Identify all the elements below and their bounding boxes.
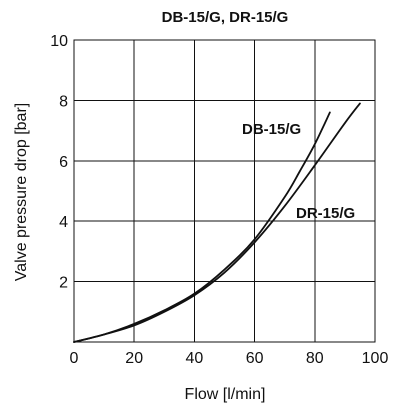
series-line-db-15-g bbox=[73, 111, 331, 343]
x-tick-label: 40 bbox=[186, 350, 204, 367]
x-tick-label: 0 bbox=[70, 350, 79, 367]
x-axis-label: Flow [l/min] bbox=[185, 386, 266, 403]
series-layer bbox=[73, 102, 361, 343]
y-axis-label: Valve pressure drop [bar] bbox=[13, 103, 30, 281]
y-tick-label: 2 bbox=[59, 275, 68, 292]
chart-title: DB-15/G, DR-15/G bbox=[162, 9, 289, 26]
x-tick-label: 60 bbox=[246, 350, 264, 367]
x-tick-label: 80 bbox=[306, 350, 324, 367]
grid bbox=[73, 39, 376, 342]
y-tick-label: 8 bbox=[59, 93, 68, 110]
series-label-dr-15-g: DR-15/G bbox=[296, 205, 355, 222]
plot-border bbox=[73, 39, 376, 343]
x-tick-label: 100 bbox=[362, 350, 389, 367]
tick-labels: 0 20 40 60 80 100 2 4 6 8 10 bbox=[50, 33, 388, 367]
y-tick-label: 10 bbox=[50, 33, 68, 50]
y-tick-label: 4 bbox=[59, 214, 68, 231]
x-tick-label: 20 bbox=[125, 350, 143, 367]
series-label-db-15-g: DB-15/G bbox=[242, 121, 301, 138]
series-line-dr-15-g bbox=[73, 102, 361, 343]
curve-labels: DB-15/G DR-15/G bbox=[242, 121, 355, 222]
y-tick-label: 6 bbox=[59, 154, 68, 171]
